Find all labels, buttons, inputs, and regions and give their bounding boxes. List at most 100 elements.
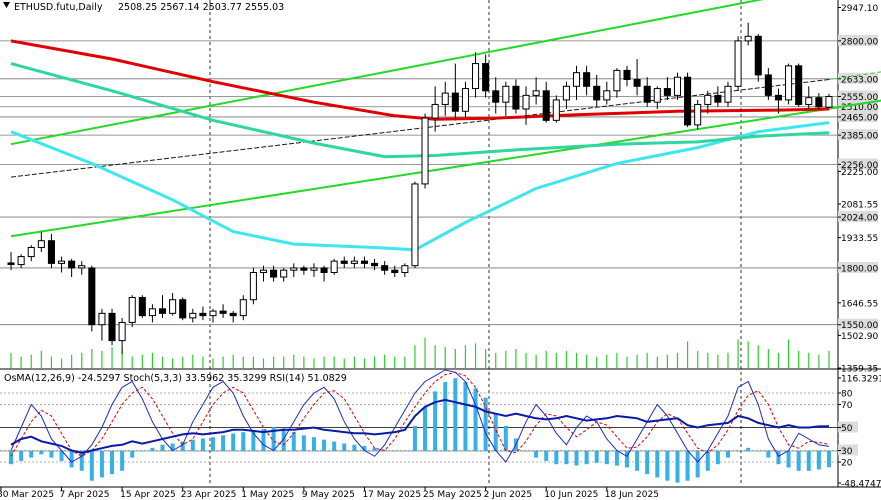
candle-body	[754, 35, 762, 76]
candle-body	[118, 321, 126, 342]
candle-body	[98, 312, 106, 326]
date-axis-label: 25 May 2025	[423, 490, 482, 500]
candle-body	[603, 90, 611, 101]
candle-body	[47, 240, 55, 264]
price-axis-label: 1359.35	[841, 365, 878, 375]
indicator-axis-label: 116.3291	[841, 375, 881, 385]
price-label-bg	[838, 261, 878, 273]
osma-bar	[69, 451, 74, 468]
candle-body	[209, 310, 217, 317]
candle-body	[189, 312, 197, 319]
ohlc-readout: 2508.25 2567.14 2503.77 2555.03	[118, 2, 284, 13]
indicator-axis-label: 50	[841, 424, 853, 434]
price-axis-label: 2256.00	[841, 161, 878, 171]
osma-bar	[463, 381, 468, 451]
price-label-bg	[838, 211, 878, 223]
candle-body	[704, 94, 712, 105]
candle-body	[88, 267, 96, 326]
osma-bar	[635, 451, 640, 471]
collapse-triangle-icon[interactable]	[3, 2, 10, 8]
osma-bar	[160, 444, 165, 451]
ind-label-bg	[838, 421, 858, 433]
price-pane: 2947.10 2800.00 2633.00 2555.002510.002465.…	[0, 0, 881, 488]
candle-body	[7, 262, 15, 266]
date-axis-label: 10 Jun 2025	[544, 490, 598, 500]
candle-body	[795, 65, 803, 105]
candle-body	[431, 103, 439, 119]
osma-bar	[665, 451, 670, 481]
osma-bar	[362, 445, 367, 451]
osma-bar	[725, 451, 730, 458]
candle-body	[27, 247, 35, 258]
channel-upper-line	[10, 0, 764, 146]
osma-bar	[241, 432, 246, 451]
candle-body	[734, 40, 742, 87]
candle-body	[522, 94, 530, 110]
date-axis-label: 30 Mar 2025	[0, 490, 54, 500]
osma-bar	[826, 451, 831, 468]
candle-body	[371, 262, 379, 267]
osma-bar	[816, 451, 821, 470]
price-axis-label: 2024.00	[841, 214, 878, 224]
osma-bar	[544, 451, 549, 461]
ma-teal-line	[10, 62, 830, 159]
indicator-axis-label: 70	[841, 401, 853, 411]
candle-body	[482, 63, 490, 92]
candle-body	[391, 269, 399, 273]
candle-body	[199, 312, 207, 317]
osma-bar	[261, 429, 266, 451]
indicator-axis-label: -48.4747	[841, 480, 881, 490]
candle-body	[37, 240, 45, 249]
date-axis-label: 15 Apr 2025	[120, 490, 176, 500]
osma-bar	[372, 447, 377, 451]
date-axis-label: 18 Jun 2025	[605, 490, 659, 500]
price-axis-label: 2510.00	[841, 103, 878, 113]
osma-bar	[99, 451, 104, 478]
date-axis-label: 2 Jun 2025	[484, 490, 532, 500]
candle-body	[68, 260, 76, 269]
candle-body	[613, 69, 621, 92]
indicator-axis-label: 20	[841, 459, 853, 469]
candle-body	[421, 117, 429, 185]
channel-lower-line	[10, 99, 881, 238]
candle-body	[451, 92, 459, 112]
price-label-bg	[838, 34, 878, 46]
osma-bar	[392, 451, 397, 452]
price-label-bg	[838, 90, 878, 102]
osma-bar	[29, 451, 34, 458]
price-label-bg	[838, 72, 878, 84]
candle-body	[58, 260, 66, 264]
price-label-bg	[838, 100, 878, 112]
date-axis-label: 7 Apr 2025	[60, 490, 110, 500]
osma-bar	[301, 435, 306, 451]
candle-body	[300, 267, 308, 271]
candle-body	[583, 72, 591, 87]
osma-bar	[645, 451, 650, 475]
osma-bar	[766, 451, 771, 458]
candle-body	[280, 269, 288, 278]
osma-bar	[59, 451, 64, 461]
osma-bar	[574, 451, 579, 466]
osma-bar	[806, 451, 811, 471]
candle-body	[17, 256, 25, 266]
osma-bar	[110, 451, 115, 475]
osma-bar	[311, 437, 316, 451]
osma-bar	[140, 451, 145, 452]
candle-body	[774, 94, 782, 101]
osma-bar	[433, 391, 438, 451]
osma-bar	[190, 439, 195, 451]
osma-bar	[584, 451, 589, 465]
osma-bar	[736, 451, 741, 452]
stoch-signal-line	[10, 371, 830, 457]
price-label-bg	[838, 318, 878, 330]
osma-bar	[503, 425, 508, 451]
candle-body	[724, 85, 732, 103]
osma-bar	[342, 443, 347, 451]
osma-bar	[534, 451, 539, 458]
date-axis-label: 17 May 2025	[362, 490, 421, 500]
osma-bar	[423, 407, 428, 451]
date-axis-label: 23 Apr 2025	[181, 490, 237, 500]
osma-bar	[412, 425, 417, 451]
osma-bar	[756, 451, 761, 452]
